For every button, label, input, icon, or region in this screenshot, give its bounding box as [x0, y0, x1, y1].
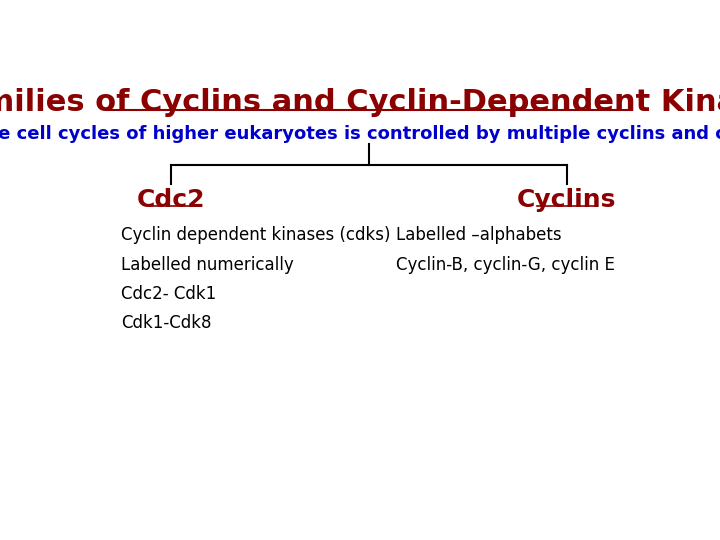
Text: Families of Cyclins and Cyclin-Dependent Kinases: Families of Cyclins and Cyclin-Dependent… [0, 88, 720, 117]
Text: Cyclin dependent kinases (cdks): Cyclin dependent kinases (cdks) [121, 226, 390, 245]
Text: Cdc2- Cdk1: Cdc2- Cdk1 [121, 285, 216, 303]
Text: Labelled numerically: Labelled numerically [121, 256, 294, 274]
Text: The cell cycles of higher eukaryotes is controlled by multiple cyclins and cdc2: The cell cycles of higher eukaryotes is … [0, 125, 720, 143]
Text: Cdk1-Cdk8: Cdk1-Cdk8 [121, 314, 212, 332]
Text: Cyclins: Cyclins [517, 188, 616, 212]
Text: Cdc2: Cdc2 [137, 188, 206, 212]
Text: Cyclin-B, cyclin-G, cyclin E: Cyclin-B, cyclin-G, cyclin E [396, 256, 615, 274]
Text: Labelled –alphabets: Labelled –alphabets [396, 226, 562, 245]
